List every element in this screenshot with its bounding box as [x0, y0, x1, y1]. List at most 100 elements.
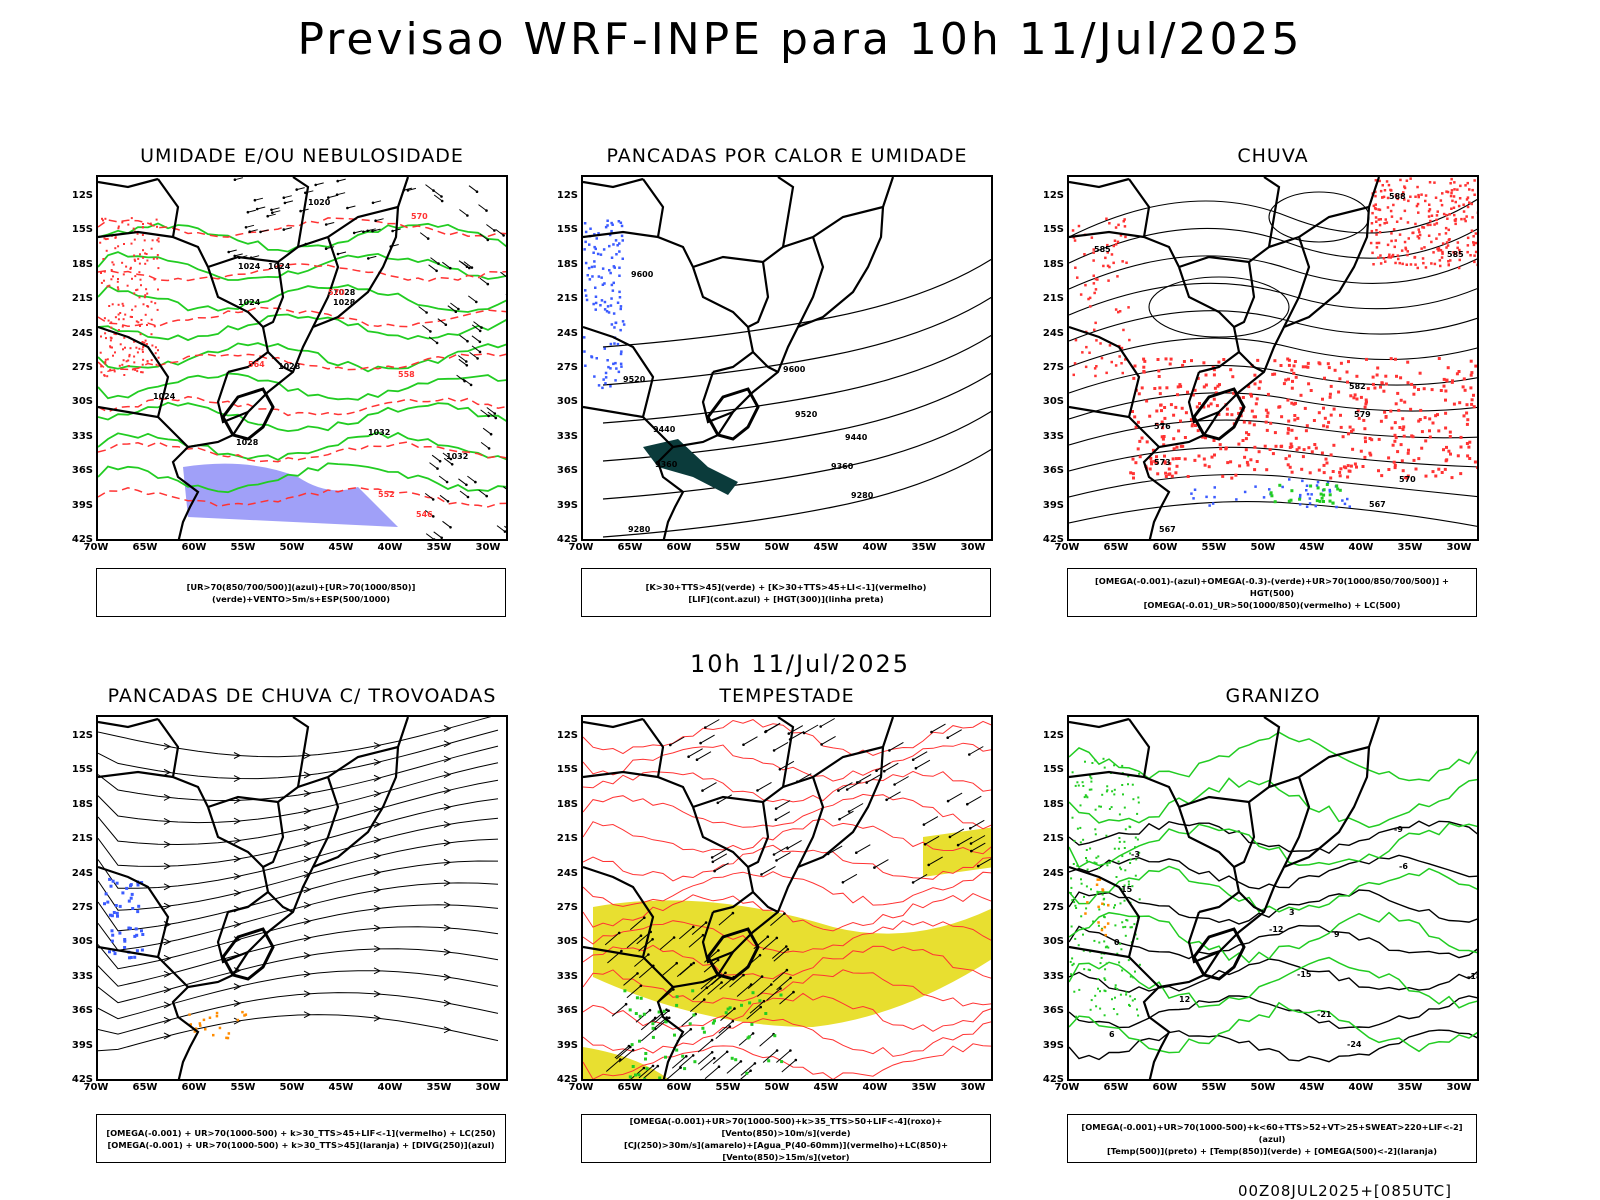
- lif-blue-contour: [601, 283, 605, 286]
- omega-orange: [1104, 933, 1107, 937]
- lc250-streamline: [98, 798, 499, 867]
- temp850-green: [1111, 998, 1113, 1001]
- temp850-green: [1085, 857, 1087, 859]
- lif-blue-contour: [619, 307, 622, 311]
- country-border: [691, 806, 755, 914]
- red-speckle: [149, 222, 152, 225]
- lif-blue-contour: [594, 308, 597, 311]
- lat-tick-label: 12S: [71, 190, 93, 201]
- wind-vector: [704, 1066, 720, 1079]
- rain-red-area: [1366, 387, 1370, 391]
- lat-tick-label: 12S: [556, 190, 578, 201]
- rain-red-area: [1242, 420, 1246, 424]
- wind-vector: [696, 751, 712, 761]
- rain-red-area: [1265, 468, 1269, 472]
- lif-blue-contour: [604, 371, 608, 375]
- rain-red-area: [1429, 223, 1432, 227]
- red-speckle: [112, 263, 115, 266]
- red-speckle: [119, 343, 122, 346]
- rain-red-area: [1471, 216, 1474, 219]
- temp850-green: [1074, 937, 1077, 940]
- lc250-streamline: [98, 904, 499, 970]
- lat-tick-label: 21S: [1042, 833, 1064, 845]
- red-speckle: [104, 360, 107, 363]
- wind-vector: [487, 447, 491, 450]
- rain-red-area: [1458, 401, 1462, 405]
- rain-red-area: [1175, 464, 1179, 468]
- divg250-blue: [130, 892, 134, 896]
- wind-vector: [627, 1044, 631, 1048]
- wind-vector: [656, 1064, 660, 1068]
- wind-vector: [785, 945, 788, 948]
- rain-red-area: [1307, 446, 1311, 450]
- rain-red-area: [1465, 198, 1469, 201]
- omega-orange: [1107, 903, 1110, 907]
- legend-umidade: [UR>70(850/700/500)](azul)+[UR>70(1000/8…: [96, 568, 506, 617]
- rain-red-area: [1443, 467, 1447, 471]
- wind-vector: [665, 1008, 668, 1011]
- wind-vector: [969, 746, 984, 755]
- country-border: [1263, 177, 1281, 248]
- country-border: [777, 717, 795, 788]
- rain-red-area: [1174, 405, 1178, 409]
- rain-red-area: [1246, 463, 1250, 467]
- rain-green-area: [1309, 484, 1313, 488]
- wind-vector: [672, 936, 676, 939]
- rain-red-area: [1195, 405, 1199, 409]
- wind-vector: [457, 355, 467, 362]
- hgt500-closed-contour: [1268, 191, 1370, 243]
- rain-red-area: [1331, 470, 1335, 473]
- wind-vector: [775, 800, 791, 810]
- temp850-green: [1069, 892, 1072, 894]
- wind-vector: [820, 718, 835, 727]
- red-speckle: [122, 273, 125, 276]
- wind-vector: [465, 360, 468, 363]
- temp850-green: [1114, 984, 1117, 987]
- rain-red-area: [1386, 206, 1390, 209]
- temp850-green: [1095, 862, 1098, 865]
- lif-blue-contour: [604, 225, 608, 229]
- rain-red-area: [1286, 463, 1290, 467]
- red-speckle: [156, 254, 159, 256]
- rain-red-area: [1379, 419, 1383, 423]
- wind850-green: [628, 1008, 632, 1012]
- contour-label: -12: [1269, 925, 1283, 934]
- red-speckle: [136, 370, 139, 373]
- temp850-contour: [1069, 1001, 1477, 1054]
- orange-area: [202, 1018, 206, 1022]
- temp850-green: [1123, 840, 1126, 843]
- rain-red-area: [1459, 184, 1462, 188]
- divg250-blue: [128, 956, 131, 960]
- rain-red-area: [1118, 310, 1122, 313]
- lif-blue-contour: [610, 323, 614, 326]
- rain-red-area: [1474, 364, 1477, 368]
- streamline-arrow: [373, 742, 382, 749]
- rain-red-area: [1409, 195, 1412, 198]
- contour-label: 9520: [623, 375, 646, 384]
- wind-vector: [967, 795, 982, 805]
- country-border: [1069, 770, 1145, 779]
- wind-vector: [692, 961, 695, 965]
- rain-green-area: [1328, 499, 1332, 503]
- rain-blue-area: [1315, 484, 1319, 487]
- red-speckle: [117, 288, 120, 291]
- temp850-green: [1103, 989, 1106, 992]
- rain-red-area: [1444, 226, 1448, 230]
- hgt300-contour: [602, 410, 991, 500]
- hgt500-streamline: [1069, 255, 1477, 290]
- rain-red-area: [1248, 421, 1252, 425]
- wind-vector: [638, 1065, 654, 1079]
- rain-red-area: [1253, 468, 1257, 472]
- wind-vector: [614, 1045, 630, 1059]
- rain-red-area: [1450, 191, 1453, 195]
- wind-vector: [914, 766, 918, 770]
- red-speckle: [141, 226, 144, 229]
- wind850-green: [644, 1052, 648, 1055]
- temp850-green: [1093, 939, 1096, 942]
- rain-red-area: [1399, 443, 1403, 447]
- rain-red-area: [1421, 257, 1425, 260]
- temp850-green: [1124, 869, 1127, 872]
- rain-red-area: [1322, 463, 1326, 467]
- temp850-green: [1082, 949, 1085, 952]
- rain-red-area: [1108, 265, 1111, 269]
